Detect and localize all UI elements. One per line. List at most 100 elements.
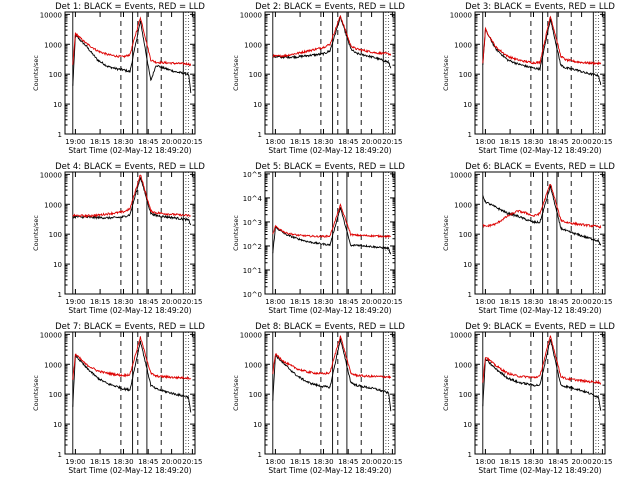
- x-axis-label: Start Time (02-May-12 18:49:20): [268, 466, 391, 475]
- x-tick-label: 19:00: [65, 138, 85, 146]
- x-tick-label: 20:00: [572, 138, 592, 146]
- y-tick-label: 100: [459, 71, 472, 79]
- y-tick-label: 100: [249, 391, 262, 399]
- x-tick-label: 18:15: [500, 298, 520, 306]
- y-tick-label: 1: [58, 131, 62, 139]
- x-tick-label: 18:45: [338, 458, 358, 466]
- x-tick-label: 18:15: [90, 138, 110, 146]
- plot-frame: [264, 171, 396, 295]
- y-tick-label: 10000: [240, 11, 262, 19]
- x-tick-label: 18:30: [113, 138, 133, 146]
- chart-title: Det 3: BLACK = Events, RED = LLD: [465, 2, 615, 12]
- y-tick-label: 1000: [454, 201, 472, 209]
- events-series-line: [482, 185, 602, 246]
- x-tick-label: 20:00: [162, 138, 182, 146]
- events-series-line: [72, 20, 192, 94]
- x-tick-label: 18:45: [338, 138, 358, 146]
- lld-series-line: [272, 335, 392, 380]
- y-tick-label: 100: [249, 71, 262, 79]
- x-tick-label: 18:30: [313, 298, 333, 306]
- plot-frame: [474, 331, 606, 455]
- y-tick-label: 10000: [450, 11, 472, 19]
- y-tick-label: 1000: [244, 41, 262, 49]
- y-axis-label: Counts/sec: [232, 55, 240, 91]
- y-tick-label: 1: [468, 451, 472, 459]
- y-axis-label: Counts/sec: [32, 375, 40, 411]
- y-tick-label: 10000: [450, 171, 472, 179]
- x-tick-label: 20:15: [382, 138, 402, 146]
- lld-series-line: [482, 183, 602, 229]
- x-tick-label: 18:45: [548, 298, 568, 306]
- y-tick-label: 10: [53, 101, 62, 109]
- x-tick-label: 18:00: [265, 458, 285, 466]
- y-tick-label: 10^1: [243, 267, 262, 275]
- y-tick-label: 1: [258, 451, 262, 459]
- y-tick-label: 10000: [450, 331, 472, 339]
- y-tick-label: 1000: [244, 361, 262, 369]
- chart-panel-1: Det 1: BLACK = Events, RED = LLD 1 10 100 10…: [32, 2, 205, 155]
- x-tick-label: 20:15: [382, 298, 402, 306]
- y-tick-label: 1000: [44, 201, 62, 209]
- y-axis-label: Counts/sec: [442, 55, 450, 91]
- lld-series-line: [482, 15, 602, 66]
- x-tick-label: 18:00: [475, 298, 495, 306]
- chart-title: Det 8: BLACK = Events, RED = LLD: [255, 322, 405, 332]
- x-tick-label: 18:45: [338, 298, 358, 306]
- x-tick-label: 18:15: [290, 138, 310, 146]
- y-tick-label: 10000: [40, 171, 62, 179]
- x-axis-label: Start Time (02-May-12 18:49:20): [268, 306, 391, 315]
- y-tick-label: 10^4: [243, 195, 263, 203]
- x-tick-label: 20:15: [592, 298, 612, 306]
- x-tick-label: 18:45: [138, 138, 158, 146]
- y-tick-label: 100: [49, 391, 62, 399]
- lld-series-line: [272, 203, 391, 239]
- x-tick-label: 20:15: [182, 298, 202, 306]
- x-tick-label: 18:15: [290, 458, 310, 466]
- x-tick-label: 18:00: [265, 298, 285, 306]
- lld-series-line: [482, 335, 602, 385]
- x-tick-label: 18:30: [313, 138, 333, 146]
- lld-series-line: [72, 16, 192, 67]
- y-tick-label: 10: [253, 101, 262, 109]
- x-axis-label: Start Time (02-May-12 18:49:20): [478, 146, 601, 155]
- x-axis-label: Start Time (02-May-12 18:49:20): [68, 466, 191, 475]
- x-axis-label: Start Time (02-May-12 18:49:20): [478, 466, 601, 475]
- x-axis-label: Start Time (02-May-12 18:49:20): [68, 146, 191, 155]
- y-tick-label: 10: [463, 421, 472, 429]
- x-tick-label: 18:15: [500, 138, 520, 146]
- y-tick-label: 10000: [40, 331, 62, 339]
- lld-series-line: [272, 15, 392, 58]
- chart-title: Det 7: BLACK = Events, RED = LLD: [55, 322, 205, 332]
- y-tick-label: 1000: [44, 41, 62, 49]
- y-axis-label: Counts/sec: [32, 215, 40, 251]
- y-tick-label: 100: [49, 71, 62, 79]
- chart-panel-7: Det 7: BLACK = Events, RED = LLD 1 10 100 10…: [32, 322, 205, 475]
- x-tick-label: 18:45: [138, 298, 158, 306]
- y-tick-label: 1: [258, 131, 262, 139]
- x-tick-label: 20:00: [162, 458, 182, 466]
- chart-panel-2: Det 2: BLACK = Events, RED = LLD 1 10 100 10…: [232, 2, 405, 155]
- y-tick-label: 10000: [240, 331, 262, 339]
- x-tick-label: 20:15: [182, 138, 202, 146]
- x-tick-label: 18:30: [113, 458, 133, 466]
- x-tick-label: 18:00: [265, 138, 285, 146]
- chart-panel-3: Det 3: BLACK = Events, RED = LLD 1 10 100 10…: [442, 2, 615, 155]
- x-tick-label: 18:00: [475, 458, 495, 466]
- y-tick-label: 1: [58, 291, 62, 299]
- plot-frame: [64, 331, 196, 455]
- chart-panel-4: Det 4: BLACK = Events, RED = LLD 1 10 100 10…: [32, 162, 205, 315]
- x-tick-label: 18:30: [113, 298, 133, 306]
- events-series-line: [72, 176, 192, 226]
- plot-frame: [474, 171, 606, 295]
- x-tick-label: 18:15: [90, 298, 110, 306]
- x-tick-label: 20:00: [362, 458, 382, 466]
- x-tick-label: 20:15: [592, 138, 612, 146]
- x-tick-label: 19:00: [65, 298, 85, 306]
- events-series-line: [272, 14, 392, 69]
- y-tick-label: 10^2: [243, 243, 262, 251]
- chart-title: Det 2: BLACK = Events, RED = LLD: [255, 2, 405, 12]
- chart-panel-5: Det 5: BLACK = Events, RED = LLD 10^0 10^1…: [232, 162, 405, 315]
- x-tick-label: 18:30: [523, 298, 543, 306]
- plot-frame: [264, 331, 396, 455]
